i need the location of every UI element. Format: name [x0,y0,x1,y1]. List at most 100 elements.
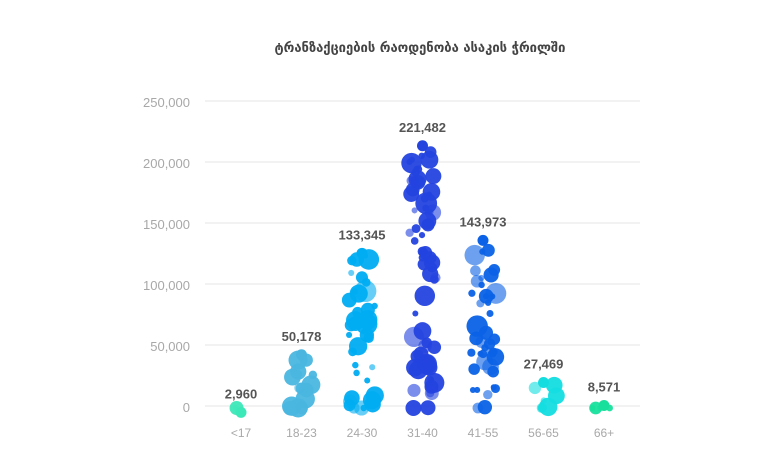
bubble-31-40 [405,228,414,237]
bubble-24-30 [371,302,378,310]
bubble-41-55 [467,348,476,357]
bubble-31-40 [418,231,426,239]
bubble-56-65 [528,381,542,395]
bubble-31-40 [420,400,436,416]
bubble-31-40 [422,183,441,201]
bubble-41-55 [469,387,476,394]
bubble-31-40 [417,140,428,152]
y-tick-label: 50,000 [150,339,190,354]
bubble-31-40 [406,358,424,377]
bubble-31-40 [406,158,413,165]
bubble-31-40 [413,322,432,340]
bubble-24-30 [348,402,360,414]
bubble-31-40 [421,218,435,232]
bubble-56-65 [539,403,547,411]
bubble-31-40 [410,237,419,245]
bubble-41-55 [483,389,493,400]
bubble-41-55 [481,243,495,257]
bubble-66+ [598,400,610,412]
bubble-18-23 [295,382,308,395]
bubble-24-30 [346,319,355,328]
bubble-41-55 [477,399,493,415]
bubble-24-30 [369,364,376,371]
bubble-31-40 [411,224,421,233]
bubble-18-23 [295,401,309,415]
x-tick-label: <17 [231,426,252,440]
bubble-31-40 [420,150,439,169]
bubble-56-65 [538,376,549,388]
bubble-31-40 [407,383,421,397]
value-label: 143,973 [460,214,507,229]
bubble-24-30 [360,302,375,317]
bubble-24-30 [348,269,355,276]
value-label: 27,469 [524,356,564,371]
bubble-24-30 [356,247,368,259]
value-label: 2,960 [225,386,258,401]
bubble-41-55 [470,265,481,277]
y-tick-label: 150,000 [143,217,190,232]
bubble-31-40 [427,376,435,383]
bubble-18-23 [293,370,303,379]
chart-title: ტრანზაქციების რაოდენობა ასაკის ჭრილში [275,41,566,56]
bubble-41-55 [470,274,484,288]
x-tick-label: 41-55 [468,426,499,440]
bubble-31-40 [417,246,428,257]
bubble-41-55 [486,310,494,318]
bubble-41-55 [486,347,493,354]
bubble-24-30 [346,331,353,338]
y-tick-label: 200,000 [143,156,190,171]
x-tick-label: 18-23 [286,426,317,440]
bubble-24-30 [353,369,360,377]
bubble-18-23 [296,349,307,361]
value-label: 133,345 [339,227,386,242]
bubble-24-30 [348,337,368,356]
bubble-41-55 [477,234,489,246]
bubble-31-40 [425,168,442,185]
bubble-31-40 [418,339,432,353]
bubble-41-55 [464,244,485,266]
bubble-31-40 [412,310,419,317]
y-tick-label: 250,000 [143,95,190,110]
bubble-41-55 [482,358,499,376]
bubble-41-55 [490,384,497,391]
bubble-31-40 [411,207,418,214]
bubble-56-65 [545,376,563,394]
bubble-31-40 [426,389,435,398]
bubble-31-40 [405,400,422,416]
bubble-24-30 [363,332,374,344]
bubble-24-30 [355,313,378,335]
bubble-41-55 [468,363,480,375]
bubble-41-55 [478,288,494,304]
bubble-24-30 [350,288,358,295]
bubble-31-40 [424,372,445,393]
bubble-56-65 [539,397,558,417]
x-tick-label: 66+ [594,426,614,440]
bubble-41-55 [468,289,476,297]
bubble-41-55 [474,386,481,393]
bubble-18-23 [283,401,298,415]
y-tick-label: 100,000 [143,278,190,293]
x-tick-label: 31-40 [407,426,438,440]
bubble-31-40 [406,176,416,186]
bubble-<17 [235,406,247,418]
bubble-41-55 [466,315,488,337]
bubble-41-55 [484,299,492,306]
bubble-41-55 [488,263,501,276]
value-label: 50,178 [282,329,322,344]
bubble-41-55 [475,336,488,348]
bubble-24-30 [352,361,359,369]
bubble-24-30 [364,377,371,384]
y-tick-label: 0 [183,400,190,415]
bubble-31-40 [410,349,424,363]
x-tick-label: 24-30 [347,426,378,440]
value-label: 8,571 [588,380,621,395]
bubble-24-30 [361,277,371,287]
bubble-41-55 [487,339,494,346]
bubble-31-40 [422,265,439,283]
bubble-24-30 [364,396,381,413]
bubble-31-40 [414,285,436,307]
bubble-31-40 [403,186,420,202]
value-label: 221,482 [399,120,446,135]
bubble-41-55 [478,349,488,359]
